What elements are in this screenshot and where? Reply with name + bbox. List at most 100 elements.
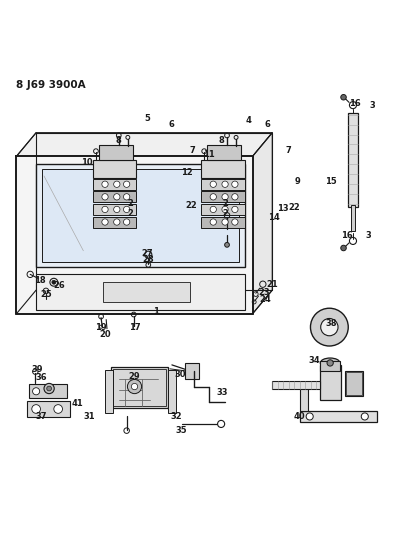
Text: 41: 41 — [72, 399, 84, 408]
Text: 8: 8 — [218, 136, 224, 145]
Bar — [201, 160, 245, 178]
Bar — [201, 216, 245, 228]
Bar — [346, 373, 362, 395]
Text: 2: 2 — [222, 199, 228, 208]
Text: 25: 25 — [40, 289, 52, 298]
Text: 6: 6 — [265, 120, 271, 130]
Circle shape — [114, 193, 120, 200]
Bar — [201, 204, 245, 215]
Text: 38: 38 — [325, 319, 337, 328]
Text: 30: 30 — [174, 370, 186, 379]
Bar — [113, 369, 166, 406]
Bar — [105, 370, 113, 413]
Circle shape — [341, 94, 346, 100]
Text: 24: 24 — [260, 295, 271, 304]
Text: 22: 22 — [186, 201, 198, 210]
Bar — [93, 191, 137, 203]
Circle shape — [310, 308, 348, 346]
Text: 32: 32 — [170, 413, 182, 422]
Bar — [93, 160, 137, 178]
Bar — [351, 206, 356, 231]
Bar — [201, 179, 245, 190]
Circle shape — [102, 181, 108, 188]
Bar — [272, 382, 320, 389]
Text: 27: 27 — [141, 248, 153, 257]
Text: 18: 18 — [34, 276, 46, 285]
Bar — [103, 282, 190, 302]
Bar — [30, 384, 67, 398]
Circle shape — [327, 360, 333, 366]
Bar — [99, 146, 133, 160]
Text: 15: 15 — [325, 177, 337, 187]
Bar — [320, 361, 340, 371]
Circle shape — [102, 206, 108, 213]
Circle shape — [210, 206, 216, 213]
Text: 1: 1 — [153, 307, 159, 316]
Circle shape — [222, 181, 228, 188]
Text: 3: 3 — [370, 101, 376, 110]
Bar — [111, 367, 168, 408]
Ellipse shape — [320, 358, 340, 368]
Circle shape — [54, 405, 62, 413]
Circle shape — [32, 405, 40, 413]
Circle shape — [128, 379, 141, 394]
Text: 31: 31 — [83, 413, 95, 422]
Polygon shape — [17, 133, 272, 156]
Text: 16: 16 — [349, 99, 361, 108]
Text: 36: 36 — [36, 373, 47, 382]
Circle shape — [47, 386, 51, 391]
Bar — [207, 146, 241, 160]
Text: 16: 16 — [341, 230, 353, 239]
Text: 29: 29 — [129, 372, 140, 381]
Circle shape — [222, 193, 228, 200]
Text: 33: 33 — [216, 388, 228, 397]
Text: 7: 7 — [190, 146, 196, 155]
Circle shape — [321, 318, 338, 336]
Circle shape — [232, 181, 238, 188]
Bar — [93, 204, 137, 215]
Text: 8 J69 3900A: 8 J69 3900A — [17, 79, 86, 90]
Text: 2: 2 — [128, 199, 134, 208]
Circle shape — [218, 421, 225, 427]
Circle shape — [222, 219, 228, 225]
Circle shape — [210, 181, 216, 188]
Text: 12: 12 — [181, 168, 193, 177]
Bar — [185, 363, 199, 378]
Circle shape — [114, 219, 120, 225]
Text: 3: 3 — [366, 230, 372, 239]
Bar — [320, 365, 341, 400]
Text: 8: 8 — [116, 136, 122, 145]
Circle shape — [52, 280, 56, 284]
Circle shape — [124, 219, 130, 225]
Bar — [36, 274, 245, 310]
Circle shape — [225, 243, 229, 247]
Text: 5: 5 — [144, 115, 150, 124]
Text: 14: 14 — [268, 213, 280, 222]
Bar — [201, 191, 245, 203]
Circle shape — [114, 206, 120, 213]
Bar — [348, 113, 358, 207]
Circle shape — [124, 206, 130, 213]
Text: 37: 37 — [35, 413, 47, 422]
Circle shape — [114, 181, 120, 188]
Circle shape — [232, 193, 238, 200]
Text: 40: 40 — [294, 411, 306, 421]
Text: 26: 26 — [53, 281, 65, 290]
Circle shape — [102, 193, 108, 200]
Text: 19: 19 — [95, 323, 107, 332]
Circle shape — [232, 219, 238, 225]
Text: 11: 11 — [203, 150, 215, 159]
Text: 2: 2 — [128, 209, 134, 218]
Text: 9: 9 — [294, 177, 300, 187]
Bar — [300, 387, 308, 411]
Text: 21: 21 — [266, 280, 278, 289]
Bar — [300, 411, 376, 422]
Circle shape — [306, 413, 313, 420]
Bar — [345, 371, 363, 397]
Bar — [42, 169, 239, 262]
Circle shape — [124, 193, 130, 200]
Circle shape — [124, 181, 130, 188]
Text: 34: 34 — [309, 356, 321, 365]
Text: 35: 35 — [176, 426, 188, 435]
Circle shape — [132, 383, 138, 390]
